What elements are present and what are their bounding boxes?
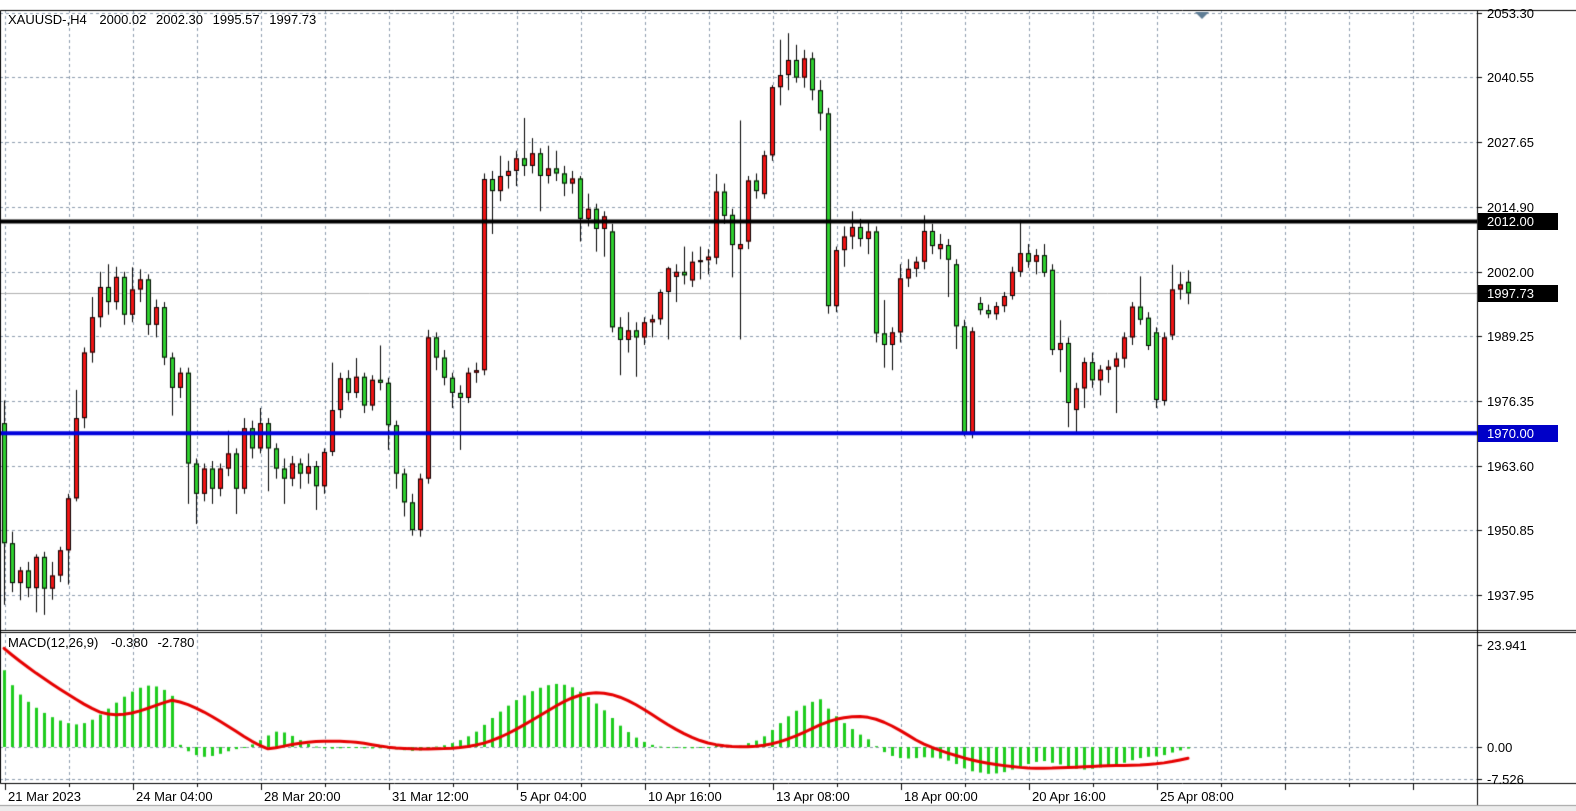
price-axis-label: 2053.30 <box>1487 6 1534 21</box>
price-axis-label: 1976.35 <box>1487 394 1534 409</box>
macd-name: MACD(12,26,9) <box>8 635 99 650</box>
chart-title: XAUUSD-,H4 2000.02 2002.30 1995.57 1997.… <box>8 12 322 28</box>
time-axis-label: 21 Mar 2023 <box>8 789 81 804</box>
time-axis-label: 31 Mar 12:00 <box>392 789 469 804</box>
time-axis-label: 18 Apr 00:00 <box>904 789 978 804</box>
price-axis-label: 1963.60 <box>1487 459 1534 474</box>
price-axis-label: 1989.25 <box>1487 329 1534 344</box>
price-axis-label: 2040.55 <box>1487 70 1534 85</box>
ohlc-low: 1995.57 <box>212 12 260 27</box>
macd-axis-label: -7.526 <box>1487 772 1524 787</box>
macd-axis-label: 23.941 <box>1487 638 1527 653</box>
time-axis-label: 25 Apr 08:00 <box>1160 789 1234 804</box>
time-axis-label: 5 Apr 04:00 <box>520 789 587 804</box>
price-axis-label: 2014.90 <box>1487 200 1534 215</box>
price-axis-label: 2027.65 <box>1487 135 1534 150</box>
macd-axis-label: 0.00 <box>1487 740 1513 755</box>
ohlc-open: 2000.02 <box>99 12 147 27</box>
support-badge: 1970.00 <box>1478 425 1558 442</box>
current-price-badge: 1997.73 <box>1478 285 1558 302</box>
time-axis-label: 28 Mar 20:00 <box>264 789 341 804</box>
macd-signal-value: -2.780 <box>157 635 195 650</box>
time-axis-label: 13 Apr 08:00 <box>776 789 850 804</box>
time-axis-label: 10 Apr 16:00 <box>648 789 722 804</box>
time-axis-label: 24 Mar 04:00 <box>136 789 213 804</box>
price-axis-label: 2002.00 <box>1487 265 1534 280</box>
price-axis-label: 1937.95 <box>1487 588 1534 603</box>
resistance-badge: 2012.00 <box>1478 213 1558 230</box>
ohlc-high: 2002.30 <box>156 12 203 27</box>
macd-value: -0.380 <box>110 635 148 650</box>
ohlc-close: 1997.73 <box>269 12 317 27</box>
price-axis-label: 1950.85 <box>1487 523 1534 538</box>
symbol-period-label: XAUUSD-,H4 <box>8 12 87 27</box>
macd-indicator-label: MACD(12,26,9) -0.380 -2.780 <box>8 635 200 651</box>
time-axis-label: 20 Apr 16:00 <box>1032 789 1106 804</box>
